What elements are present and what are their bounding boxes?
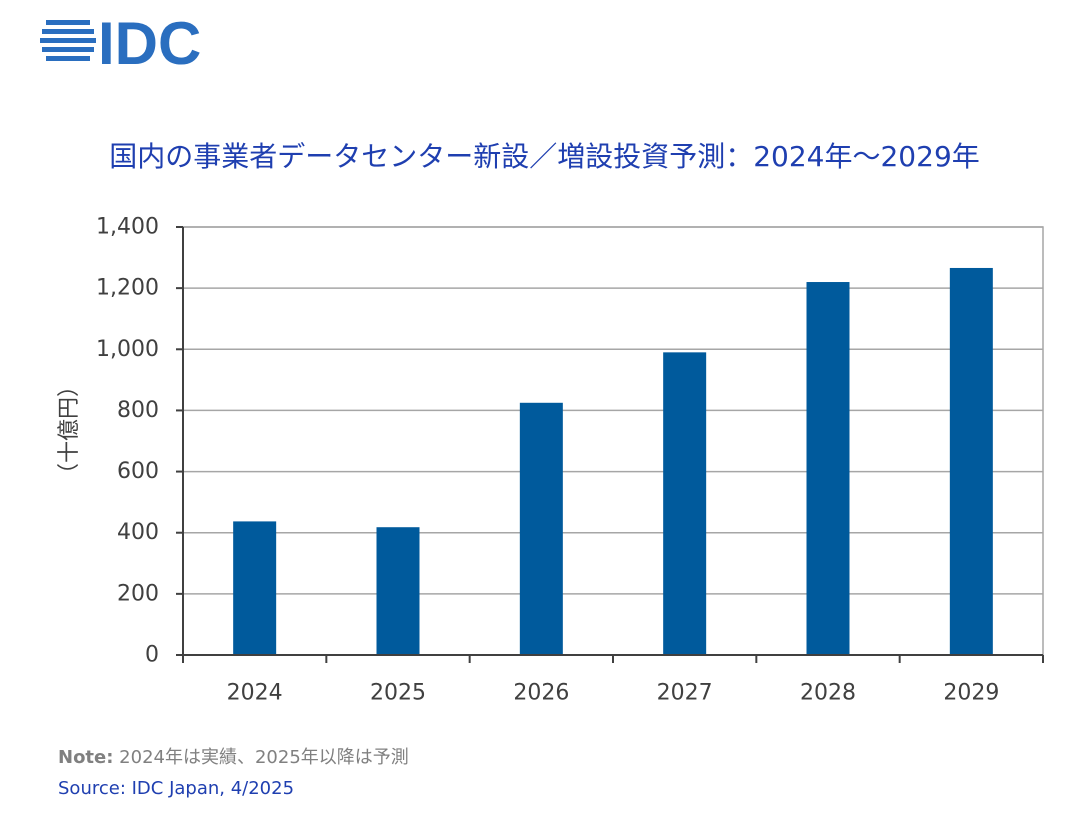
y-tick-label: 600 (117, 459, 159, 484)
chart-title: 国内の事業者データセンター新設／増設投資予測：2024年～2029年 (109, 140, 980, 173)
note: Note: 2024年は実績、2025年以降は予測 (58, 743, 409, 769)
y-axis-label: （十億円） (57, 375, 82, 485)
x-tick-label: 2028 (800, 681, 856, 706)
bars (233, 267, 993, 655)
plot-frame (182, 226, 1044, 656)
bar-2025 (376, 527, 420, 655)
source: Source: IDC Japan, 4/2025 (58, 778, 295, 799)
note-text: 2024年は実績、2025年以降は予測 (113, 747, 409, 768)
y-tick-label: 1,000 (96, 337, 159, 362)
x-tick-label: 2026 (513, 681, 569, 706)
bar-2026 (519, 402, 563, 655)
y-tick-label: 400 (117, 520, 159, 545)
x-tick-label: 2025 (370, 681, 426, 706)
logo-text: IDC (98, 12, 201, 72)
y-tick-label: 1,200 (96, 276, 159, 301)
idc-logo: IDC (40, 12, 201, 72)
bar-2029 (949, 267, 993, 655)
x-tick-label: 2029 (943, 681, 999, 706)
y-tick-label: 0 (145, 643, 159, 668)
bar-2028 (806, 282, 850, 655)
y-tick-label: 1,400 (96, 215, 159, 240)
x-tick-label: 2027 (657, 681, 713, 706)
y-tick-labels: 0 200 400 600 800 1,000 1,200 1,400 (96, 215, 159, 668)
gridlines (182, 226, 1044, 656)
bar-2024 (233, 521, 277, 655)
x-tick-label: 2024 (227, 681, 283, 706)
bar-2027 (663, 352, 707, 655)
axes (176, 226, 1044, 663)
x-tick-labels: 2024 2025 2026 2027 2028 2029 (227, 681, 1000, 706)
idc-globe-icon (40, 20, 96, 61)
y-tick-label: 200 (117, 581, 159, 606)
y-tick-label: 800 (117, 398, 159, 423)
note-label: Note: (58, 747, 114, 768)
